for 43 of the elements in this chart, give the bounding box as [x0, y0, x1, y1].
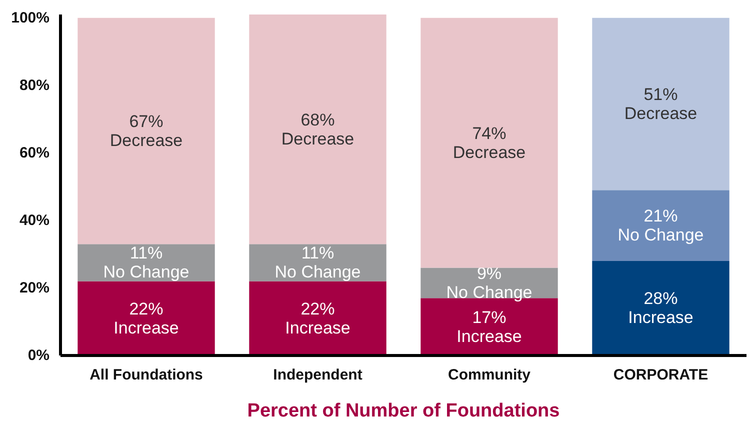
data-label: 17%	[472, 308, 506, 327]
series-label: Decrease	[110, 130, 183, 150]
text: No Change	[618, 226, 704, 245]
text: No Change	[446, 282, 532, 302]
text: Decrease	[281, 129, 354, 148]
x-tick-label: Community	[448, 366, 532, 384]
data-label: 22%	[300, 299, 335, 318]
text: Decrease	[624, 104, 698, 123]
text: No Change	[274, 262, 361, 282]
y-tick-label: 20%	[19, 279, 50, 296]
bar	[78, 18, 215, 244]
data-label: 11%	[130, 244, 163, 263]
data-label: 11%	[301, 244, 334, 263]
y-tick-label: 100%	[11, 9, 50, 26]
data-label: 28%	[644, 289, 678, 308]
bar	[592, 18, 730, 190]
data-label: 9%	[476, 264, 502, 283]
series-label: No Change	[103, 262, 190, 282]
data-label: 68%	[300, 110, 335, 130]
bar	[249, 14, 386, 244]
x-axis-title: Percent of Number of Foundations	[247, 400, 560, 422]
text: Increase	[628, 308, 694, 328]
y-tick-label: 60%	[19, 144, 50, 162]
y-tick-label: 0%	[28, 347, 50, 364]
bar	[78, 281, 215, 356]
y-tick-label: 80%	[19, 76, 50, 94]
bar	[420, 18, 558, 268]
x-tick-label: CORPORATE	[613, 366, 708, 384]
text: Increase	[285, 318, 350, 338]
bar	[592, 190, 730, 261]
data-label: 21%	[644, 206, 678, 226]
data-label: 22%	[129, 299, 164, 318]
data-label: 67%	[129, 112, 164, 131]
text: Decrease	[452, 142, 526, 162]
y-tick-label: 40%	[19, 212, 50, 229]
series-label: Increase	[456, 326, 522, 346]
x-tick-label: All Foundations	[90, 366, 203, 384]
bar	[249, 281, 386, 356]
x-tick-label: Independent	[273, 366, 362, 384]
text: Increase	[114, 318, 179, 338]
data-label: 74%	[472, 124, 506, 143]
data-label: 51%	[644, 84, 678, 104]
bar	[592, 260, 730, 356]
